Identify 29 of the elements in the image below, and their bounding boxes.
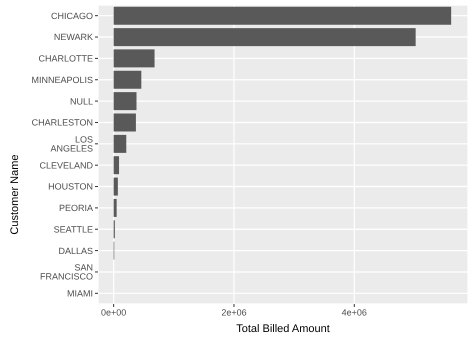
x-tick-label: 2e+06 <box>221 307 247 318</box>
y-axis-title: Customer Name <box>8 154 21 235</box>
bar <box>114 6 452 25</box>
y-tick-label: MINNEAPOLIS <box>31 74 93 85</box>
bar <box>114 70 142 89</box>
y-tick-label: CLEVELAND <box>39 160 94 170</box>
bar <box>114 92 137 110</box>
x-axis-title: Total Billed Amount <box>236 322 330 335</box>
y-tick-label: LOS ANGELES <box>50 134 93 154</box>
y-tick-label: SAN FRANCISCO <box>40 262 93 282</box>
y-tick-label: DALLAS <box>58 246 93 256</box>
y-tick-label: PEORIA <box>58 203 93 214</box>
x-tick-label: 4e+06 <box>342 307 367 318</box>
y-tick-label: CHICAGO <box>50 10 93 21</box>
y-tick-label: CHARLOTTE <box>38 54 93 64</box>
bar <box>114 156 120 174</box>
y-tick-label: HOUSTON <box>48 182 93 192</box>
y-tick-label: NEWARK <box>54 32 93 42</box>
bar <box>114 28 416 46</box>
y-tick-label: SEATTLE <box>54 224 93 234</box>
bar <box>114 113 136 132</box>
bar <box>114 178 118 196</box>
y-tick-label: CHARLESTON <box>32 118 93 128</box>
y-tick-label: MIAMI <box>67 288 93 299</box>
bar <box>114 134 126 153</box>
x-tick-label: 0e+00 <box>101 307 126 318</box>
bar <box>114 49 155 68</box>
bar <box>114 198 117 217</box>
y-tick-label: NULL <box>70 96 93 106</box>
